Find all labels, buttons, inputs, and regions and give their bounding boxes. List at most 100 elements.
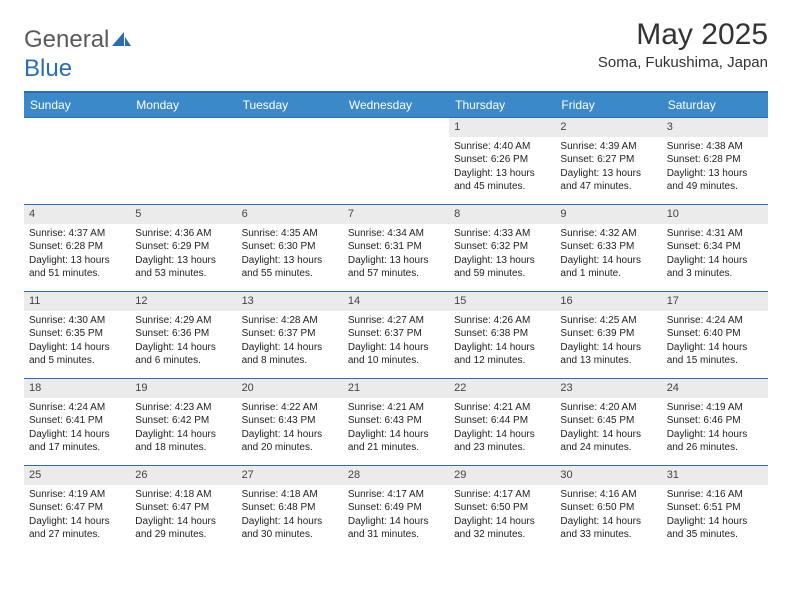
sunset-line: Sunset: 6:43 PM: [242, 414, 338, 428]
day-body: Sunrise: 4:16 AMSunset: 6:51 PMDaylight:…: [662, 485, 768, 546]
daylight-line: Daylight: 14 hours and 35 minutes.: [667, 515, 763, 542]
day-number: 23: [555, 379, 661, 398]
sunset-line: Sunset: 6:38 PM: [454, 327, 550, 341]
daylight-line: Daylight: 14 hours and 1 minute.: [560, 254, 656, 281]
daylight-line: Daylight: 14 hours and 31 minutes.: [348, 515, 444, 542]
day-body: Sunrise: 4:17 AMSunset: 6:50 PMDaylight:…: [449, 485, 555, 546]
day-number: 2: [555, 118, 661, 137]
day-cell: 19Sunrise: 4:23 AMSunset: 6:42 PMDayligh…: [130, 379, 236, 465]
day-number: 9: [555, 205, 661, 224]
daylight-line: Daylight: 14 hours and 15 minutes.: [667, 341, 763, 368]
daylight-line: Daylight: 14 hours and 17 minutes.: [29, 428, 125, 455]
logo: GeneralBlue: [24, 18, 132, 83]
calendar-page: GeneralBlue May 2025 Soma, Fukushima, Ja…: [0, 0, 792, 562]
day-cell: 24Sunrise: 4:19 AMSunset: 6:46 PMDayligh…: [662, 379, 768, 465]
day-cell: 11Sunrise: 4:30 AMSunset: 6:35 PMDayligh…: [24, 292, 130, 378]
day-body: Sunrise: 4:32 AMSunset: 6:33 PMDaylight:…: [555, 224, 661, 285]
sunset-line: Sunset: 6:34 PM: [667, 240, 763, 254]
sunset-line: Sunset: 6:46 PM: [667, 414, 763, 428]
sunrise-line: Sunrise: 4:30 AM: [29, 314, 125, 328]
day-cell: 4Sunrise: 4:37 AMSunset: 6:28 PMDaylight…: [24, 205, 130, 291]
day-cell: [130, 118, 236, 204]
week-row: 18Sunrise: 4:24 AMSunset: 6:41 PMDayligh…: [24, 378, 768, 465]
sunrise-line: Sunrise: 4:17 AM: [348, 488, 444, 502]
logo-text: GeneralBlue: [24, 26, 132, 83]
day-cell: 8Sunrise: 4:33 AMSunset: 6:32 PMDaylight…: [449, 205, 555, 291]
daylight-line: Daylight: 13 hours and 57 minutes.: [348, 254, 444, 281]
day-number: 7: [343, 205, 449, 224]
day-number: 6: [237, 205, 343, 224]
day-body: Sunrise: 4:37 AMSunset: 6:28 PMDaylight:…: [24, 224, 130, 285]
day-body: Sunrise: 4:25 AMSunset: 6:39 PMDaylight:…: [555, 311, 661, 372]
daylight-line: Daylight: 14 hours and 30 minutes.: [242, 515, 338, 542]
week-row: 25Sunrise: 4:19 AMSunset: 6:47 PMDayligh…: [24, 465, 768, 552]
sunset-line: Sunset: 6:45 PM: [560, 414, 656, 428]
day-cell: 23Sunrise: 4:20 AMSunset: 6:45 PMDayligh…: [555, 379, 661, 465]
daylight-line: Daylight: 13 hours and 47 minutes.: [560, 167, 656, 194]
weekday-wednesday: Wednesday: [343, 93, 449, 117]
day-body: Sunrise: 4:19 AMSunset: 6:47 PMDaylight:…: [24, 485, 130, 546]
day-body: Sunrise: 4:23 AMSunset: 6:42 PMDaylight:…: [130, 398, 236, 459]
sunrise-line: Sunrise: 4:29 AM: [135, 314, 231, 328]
daylight-line: Daylight: 13 hours and 55 minutes.: [242, 254, 338, 281]
month-title: May 2025: [598, 18, 768, 52]
sunrise-line: Sunrise: 4:32 AM: [560, 227, 656, 241]
day-cell: 1Sunrise: 4:40 AMSunset: 6:26 PMDaylight…: [449, 118, 555, 204]
daylight-line: Daylight: 14 hours and 32 minutes.: [454, 515, 550, 542]
day-body: Sunrise: 4:27 AMSunset: 6:37 PMDaylight:…: [343, 311, 449, 372]
day-cell: 29Sunrise: 4:17 AMSunset: 6:50 PMDayligh…: [449, 466, 555, 552]
sunrise-line: Sunrise: 4:33 AM: [454, 227, 550, 241]
day-number: 28: [343, 466, 449, 485]
day-number: 14: [343, 292, 449, 311]
sunrise-line: Sunrise: 4:35 AM: [242, 227, 338, 241]
sunrise-line: Sunrise: 4:28 AM: [242, 314, 338, 328]
day-body: Sunrise: 4:34 AMSunset: 6:31 PMDaylight:…: [343, 224, 449, 285]
weeks-container: 1Sunrise: 4:40 AMSunset: 6:26 PMDaylight…: [24, 117, 768, 552]
day-number: 5: [130, 205, 236, 224]
sunrise-line: Sunrise: 4:19 AM: [667, 401, 763, 415]
day-body: Sunrise: 4:20 AMSunset: 6:45 PMDaylight:…: [555, 398, 661, 459]
sunset-line: Sunset: 6:47 PM: [135, 501, 231, 515]
day-number: 11: [24, 292, 130, 311]
sunrise-line: Sunrise: 4:17 AM: [454, 488, 550, 502]
day-number: 21: [343, 379, 449, 398]
sunset-line: Sunset: 6:41 PM: [29, 414, 125, 428]
day-body: Sunrise: 4:38 AMSunset: 6:28 PMDaylight:…: [662, 137, 768, 198]
sunset-line: Sunset: 6:28 PM: [667, 153, 763, 167]
sunrise-line: Sunrise: 4:27 AM: [348, 314, 444, 328]
day-cell: 30Sunrise: 4:16 AMSunset: 6:50 PMDayligh…: [555, 466, 661, 552]
day-cell: [24, 118, 130, 204]
daylight-line: Daylight: 14 hours and 3 minutes.: [667, 254, 763, 281]
sunset-line: Sunset: 6:28 PM: [29, 240, 125, 254]
daylight-line: Daylight: 14 hours and 8 minutes.: [242, 341, 338, 368]
daylight-line: Daylight: 14 hours and 27 minutes.: [29, 515, 125, 542]
sunset-line: Sunset: 6:49 PM: [348, 501, 444, 515]
day-body: Sunrise: 4:30 AMSunset: 6:35 PMDaylight:…: [24, 311, 130, 372]
sunrise-line: Sunrise: 4:23 AM: [135, 401, 231, 415]
daylight-line: Daylight: 14 hours and 24 minutes.: [560, 428, 656, 455]
sunrise-line: Sunrise: 4:31 AM: [667, 227, 763, 241]
day-number: 4: [24, 205, 130, 224]
sunrise-line: Sunrise: 4:20 AM: [560, 401, 656, 415]
day-body: Sunrise: 4:39 AMSunset: 6:27 PMDaylight:…: [555, 137, 661, 198]
day-number: 19: [130, 379, 236, 398]
sunrise-line: Sunrise: 4:18 AM: [242, 488, 338, 502]
day-cell: 28 Sunrise: 4:17 AMSunset: 6:49 PMDayligh…: [343, 466, 449, 552]
daylight-line: Daylight: 14 hours and 18 minutes.: [135, 428, 231, 455]
logo-part2: Blue: [24, 55, 72, 82]
daylight-line: Daylight: 13 hours and 49 minutes.: [667, 167, 763, 194]
day-number: 25: [24, 466, 130, 485]
daylight-line: Daylight: 14 hours and 23 minutes.: [454, 428, 550, 455]
week-row: 11Sunrise: 4:30 AMSunset: 6:35 PMDayligh…: [24, 291, 768, 378]
day-number: 22: [449, 379, 555, 398]
day-body: Sunrise: 4:28 AMSunset: 6:37 PMDaylight:…: [237, 311, 343, 372]
weekday-thursday: Thursday: [449, 93, 555, 117]
weekday-sunday: Sunday: [24, 93, 130, 117]
daylight-line: Daylight: 13 hours and 45 minutes.: [454, 167, 550, 194]
day-number: 12: [130, 292, 236, 311]
day-cell: 14Sunrise: 4:27 AMSunset: 6:37 PMDayligh…: [343, 292, 449, 378]
day-cell: 31Sunrise: 4:16 AMSunset: 6:51 PMDayligh…: [662, 466, 768, 552]
day-cell: 25Sunrise: 4:19 AMSunset: 6:47 PMDayligh…: [24, 466, 130, 552]
sunrise-line: Sunrise: 4:16 AM: [560, 488, 656, 502]
daylight-line: Daylight: 14 hours and 6 minutes.: [135, 341, 231, 368]
